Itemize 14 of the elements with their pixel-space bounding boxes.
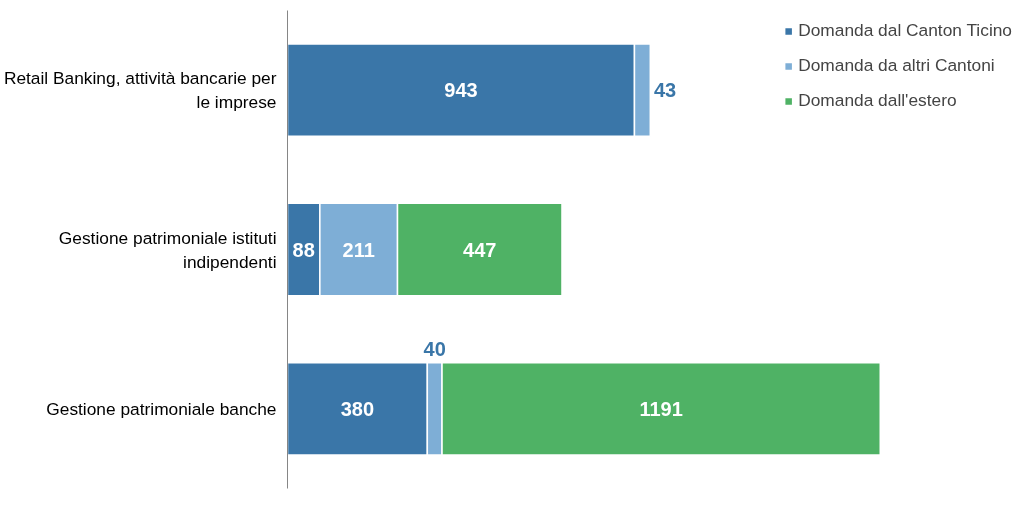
data-label: 43 [653, 79, 677, 102]
legend-label: Domanda da altri Cantoni [798, 55, 995, 76]
y-tick-label: Gestione patrimoniale banche [46, 398, 277, 419]
data-label: 447 [463, 238, 497, 261]
data-label: 88 [292, 238, 315, 261]
y-tick-label: Retail Banking, attività bancarie per le imprese [3, 68, 277, 113]
legend-label: Domanda dal Canton Ticino [798, 20, 1012, 41]
legend-label: Domanda dall'estero [798, 90, 958, 111]
data-label: 40 [423, 338, 446, 361]
y-tick-label: Gestione patrimoniale istituti indipendenti [58, 227, 277, 272]
data-label: 1191 [639, 397, 683, 420]
data-label: 211 [342, 238, 375, 261]
data-label: 943 [444, 79, 478, 102]
data-label: 380 [340, 397, 375, 420]
